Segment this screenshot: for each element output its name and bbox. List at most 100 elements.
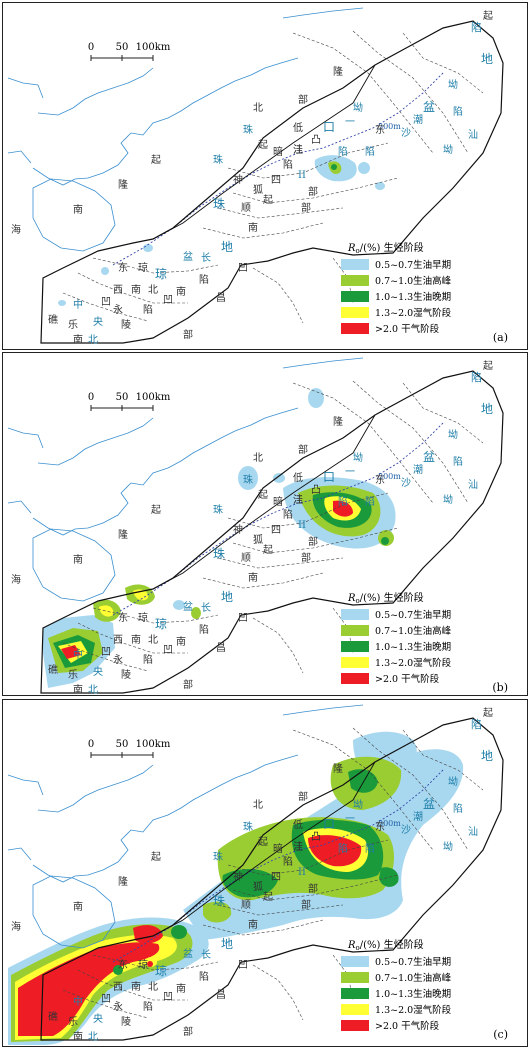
structural-boundary	[62, 989, 149, 1019]
map-label: 北	[88, 334, 98, 346]
map-label: 中	[73, 648, 83, 661]
map-label: 地	[481, 402, 493, 416]
coastline	[7, 847, 32, 861]
hainan-island-outline	[32, 875, 116, 949]
map-label: 部	[183, 328, 193, 341]
map-label: 沙	[401, 824, 411, 836]
structural-boundary	[402, 382, 484, 444]
map-label: 琼	[138, 611, 148, 624]
ro-zone-wet-gas	[99, 605, 114, 617]
map-label: 部	[308, 882, 318, 895]
map-label: 一	[345, 467, 355, 478]
map-label: 沙	[401, 477, 411, 489]
scale-bar: 0 50 100km	[88, 739, 171, 758]
map-label: 四	[271, 175, 281, 186]
map-label: 北	[148, 284, 158, 296]
legend-item-label: 1.0~1.3生油晚期	[375, 291, 451, 303]
map-label: 西	[113, 285, 123, 296]
map-label: 300m	[378, 122, 401, 131]
map-label: 东	[375, 473, 385, 486]
map-label: 潮	[413, 113, 423, 126]
map-label: 永	[113, 1000, 123, 1013]
ro-zone-late-oil	[381, 537, 389, 545]
coastline	[32, 754, 299, 883]
legend-item-label: 0.5~0.7生油早期	[375, 956, 451, 968]
legend-item-label: 1.0~1.3生油晚期	[375, 641, 451, 653]
map-label: 陷	[143, 653, 153, 666]
ro-zone-late-oil	[331, 164, 337, 170]
map-label: 低	[293, 471, 303, 484]
map-label: 礁	[48, 1010, 58, 1023]
map-label: 一	[345, 814, 355, 825]
map-label: 南	[248, 221, 258, 234]
map-label: 隆	[118, 178, 128, 191]
map-label: 起	[483, 10, 493, 22]
map-label: 长	[201, 602, 211, 614]
ro-zone-dry-gas	[308, 835, 362, 867]
map-label: 起	[263, 194, 273, 206]
ro-zone-dry-gas	[333, 500, 353, 517]
ro-zone-late-oil	[222, 868, 278, 898]
map-label: 北	[253, 102, 263, 114]
map-label: 盆	[423, 100, 435, 114]
map-label: 隆	[118, 875, 128, 888]
map-label: 汕	[468, 826, 478, 838]
map-label: 潮	[413, 463, 423, 476]
map-label: 起	[151, 504, 161, 516]
legend-swatch	[341, 1004, 369, 1015]
ro-zone-early-oil	[308, 388, 324, 408]
map-label: 顺	[241, 552, 251, 564]
map-label: 陷	[199, 273, 209, 286]
map-label: 300m	[378, 472, 401, 481]
map-label: 陷	[453, 455, 463, 468]
map-label: 盆	[423, 450, 435, 464]
map-label: 南	[131, 980, 141, 993]
map-label: 起	[151, 154, 161, 166]
map-label: 海	[11, 920, 21, 933]
map-label: 北	[148, 981, 158, 993]
structural-boundary	[352, 380, 469, 504]
map-label: 南	[176, 635, 186, 648]
structural-boundary	[202, 919, 324, 936]
legend-item-label: 1.3~2.0湿气阶段	[375, 657, 452, 669]
map-label: 央	[93, 315, 103, 328]
map-label: 暗	[273, 842, 283, 855]
coastline	[7, 500, 32, 514]
map-label: II	[298, 867, 306, 878]
map-label: 南	[73, 333, 83, 346]
scale-tick-label: 0	[88, 392, 94, 403]
map-label: 央	[93, 665, 103, 678]
map-label: 北	[148, 634, 158, 646]
map-label: 部	[308, 185, 318, 198]
coastline	[37, 67, 154, 116]
map-label: 部	[298, 443, 308, 456]
map-label: 起	[263, 544, 273, 556]
legend-swatch	[341, 988, 369, 999]
scale-tick-label: 100km	[136, 42, 171, 53]
coastline	[32, 407, 299, 536]
map-label: 凸	[311, 831, 321, 843]
hainan-island-outline	[32, 528, 116, 602]
map-label: 神	[233, 523, 243, 536]
map-label: 口	[323, 817, 335, 831]
map-label: 起	[258, 139, 268, 151]
structural-boundary	[352, 30, 469, 154]
structural-boundary	[77, 622, 188, 654]
map-label: 沙	[401, 127, 411, 139]
map-label: 坳	[443, 143, 453, 156]
map-label: 昌	[216, 292, 226, 304]
map-label: 珠	[243, 123, 253, 136]
legend-swatch	[341, 307, 369, 318]
coastline	[282, 704, 364, 716]
map-label: 陷	[199, 623, 209, 636]
map-label: 南	[176, 285, 186, 298]
coastline	[37, 417, 154, 466]
map-label: 永	[113, 653, 123, 666]
scale-tick-label: 100km	[136, 739, 171, 750]
coastline	[7, 427, 44, 449]
map-label: 隆	[333, 65, 343, 78]
structural-boundary	[252, 267, 304, 324]
